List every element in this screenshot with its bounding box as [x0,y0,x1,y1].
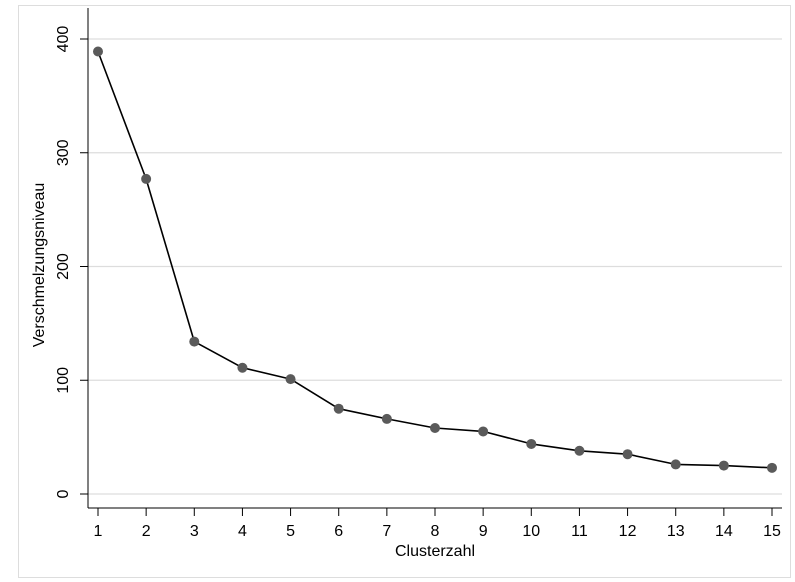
data-points [93,46,777,473]
x-tick-label: 5 [286,523,295,540]
x-tick-label: 9 [479,523,488,540]
x-tick-label: 7 [382,523,391,540]
x-tick-label: 15 [763,523,781,540]
x-tick-label: 13 [667,523,685,540]
x-tick-label: 11 [571,523,588,540]
x-tick-label: 8 [431,523,440,540]
x-axis-title: Clusterzahl [395,543,475,560]
x-tick-label: 14 [715,523,733,540]
x-tick-label: 3 [190,523,199,540]
data-point [767,462,777,473]
y-tick-label: 400 [55,26,72,53]
x-tick-label: 2 [142,523,151,540]
x-tick-label: 6 [334,523,343,540]
data-point [430,423,440,434]
data-point [189,336,200,347]
y-tick-label: 300 [55,139,72,166]
data-point [574,445,585,456]
outer-frame [18,5,791,578]
x-tick-label: 4 [238,523,247,540]
data-point [670,459,681,470]
grid-lines [88,38,782,495]
data-point [333,403,344,414]
y-tick-label: 0 [55,489,72,498]
y-tick-label: 100 [55,367,72,394]
data-point [141,173,152,184]
data-point [718,460,729,471]
y-axis-title: Verschmelzungsniveau [31,183,48,348]
x-tick-label: 10 [522,523,540,540]
y-tick-label: 200 [55,253,72,280]
data-point [93,46,103,57]
data-point [622,449,633,460]
data-point [285,374,296,385]
data-point [381,413,392,424]
data-point [237,362,248,373]
data-point [478,426,489,437]
x-tick-label: 1 [94,523,103,540]
x-tick-label: 12 [619,523,637,540]
data-point [526,438,537,449]
